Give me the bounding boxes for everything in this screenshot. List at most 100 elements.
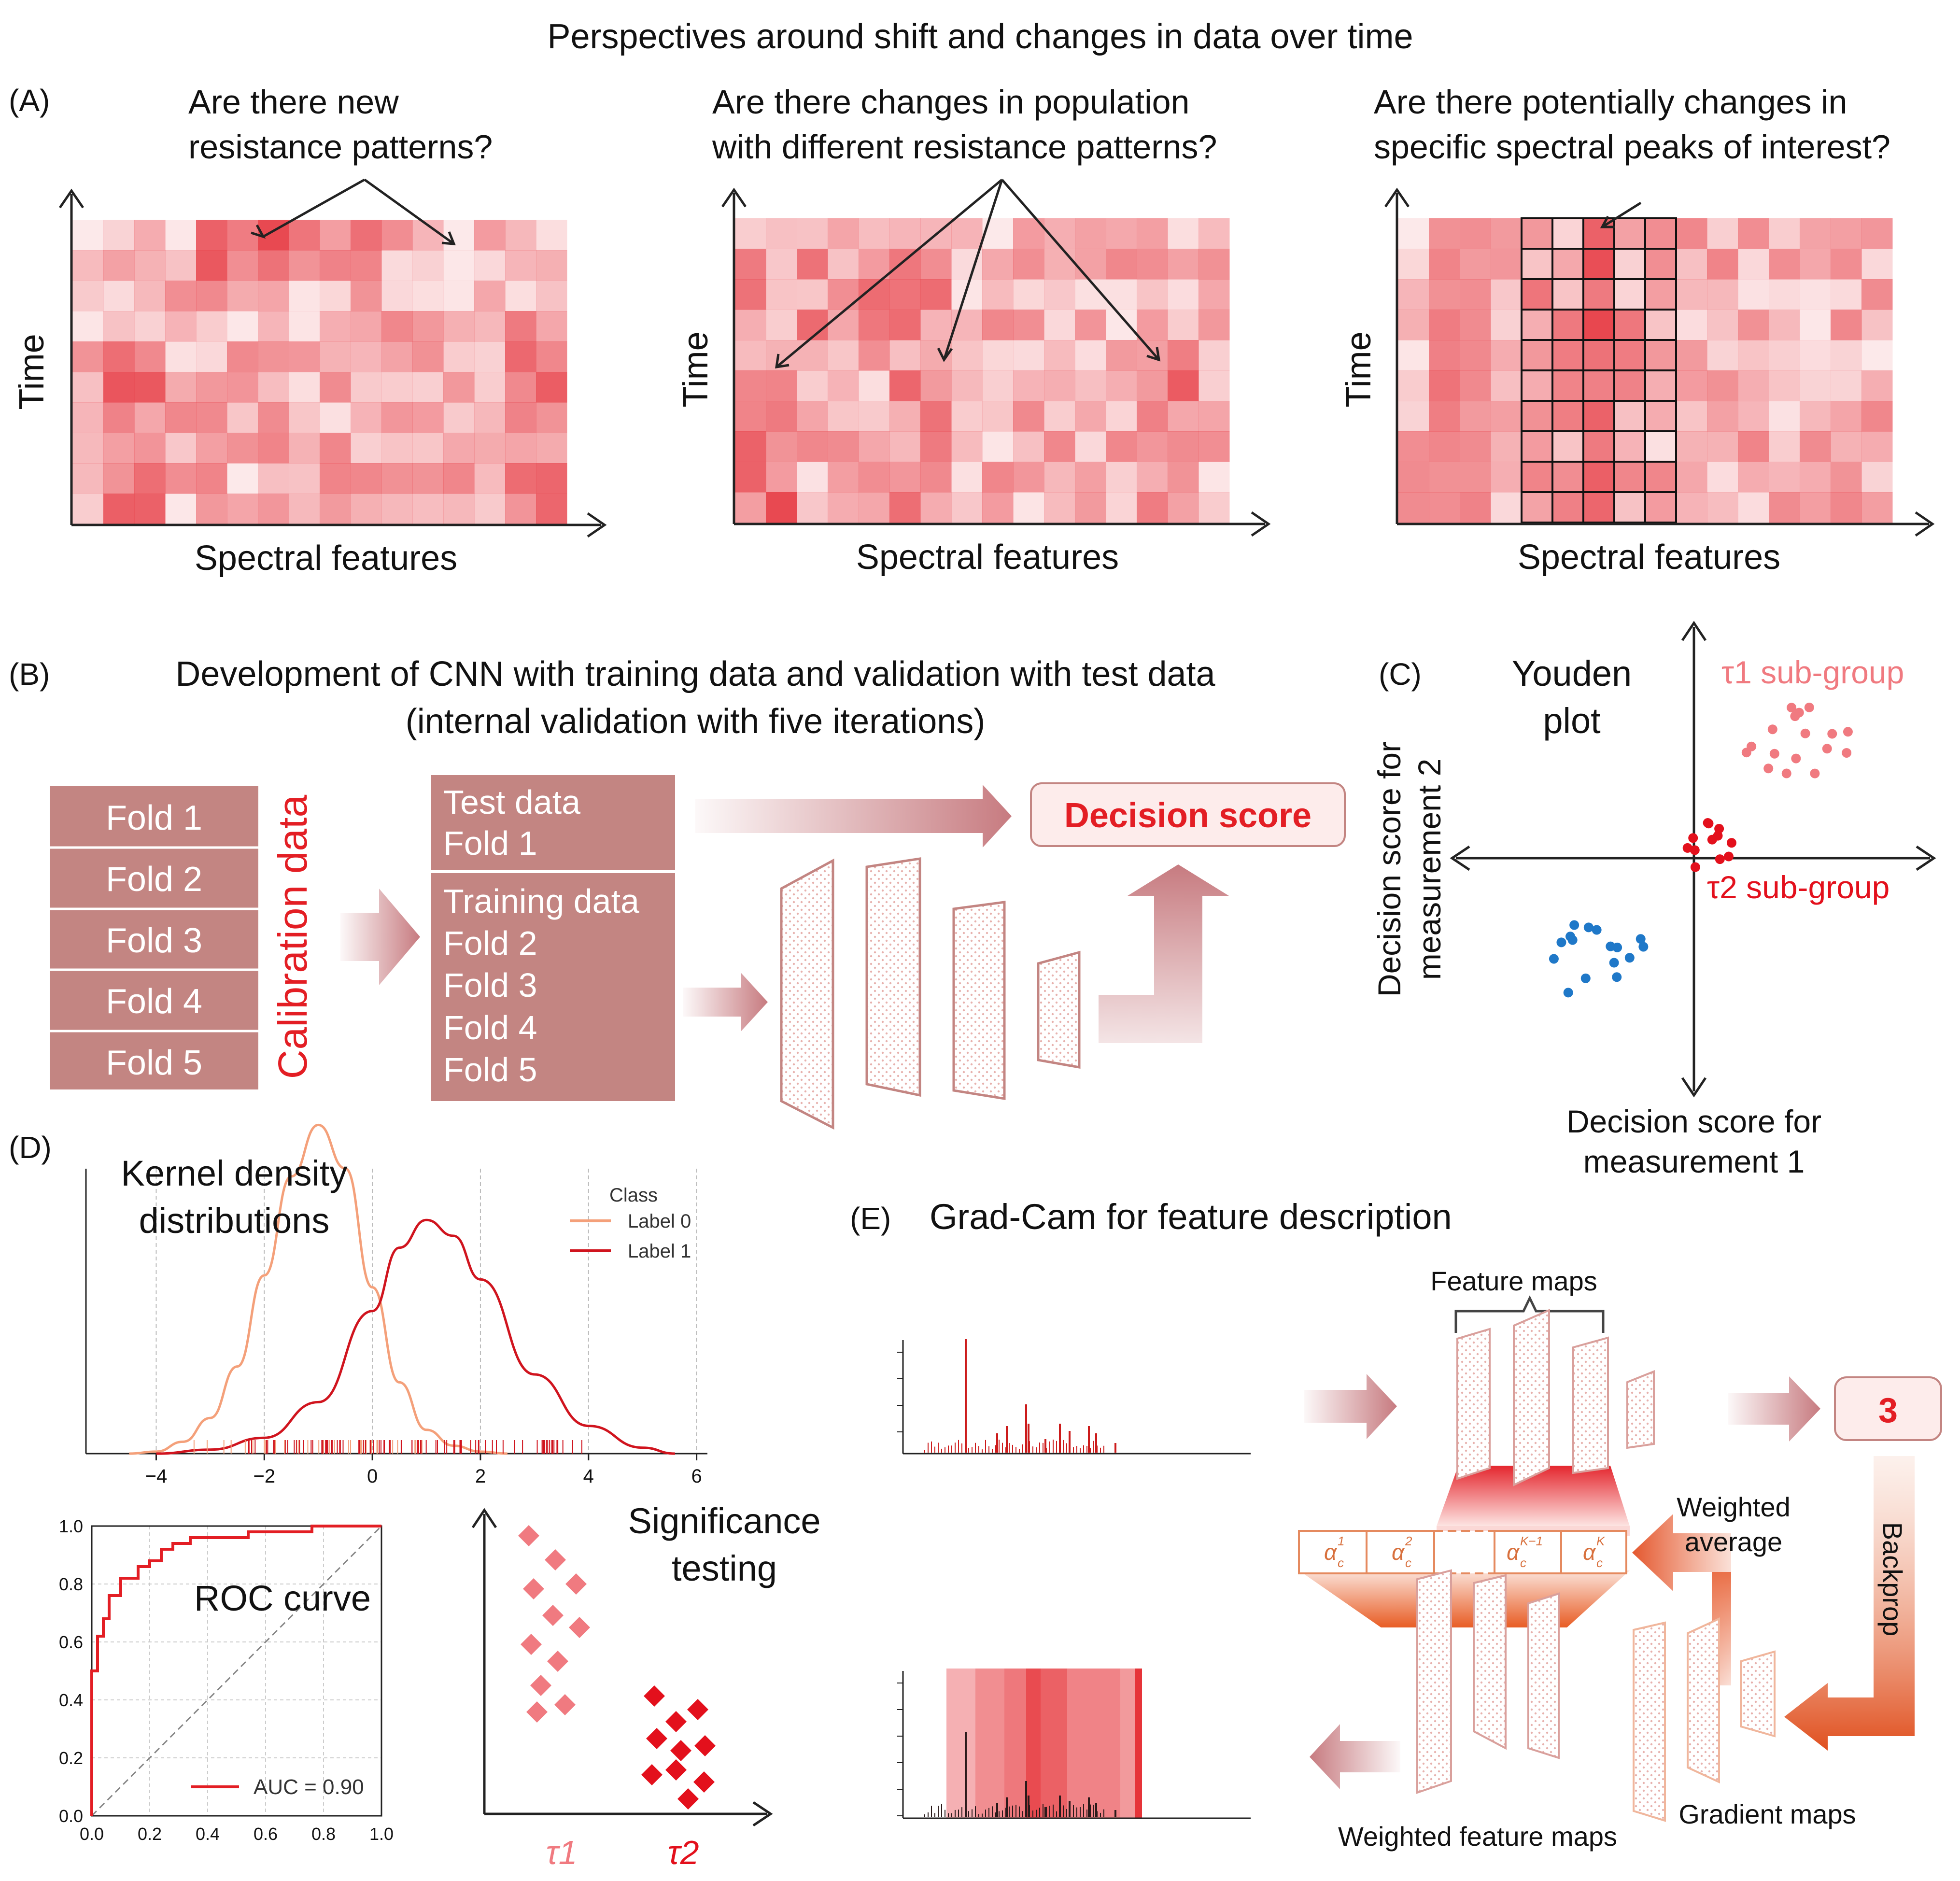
feature-maps-label: Feature maps	[1430, 1266, 1597, 1296]
panel-d-label: (D)	[9, 1130, 52, 1165]
heatmap-cell	[351, 372, 382, 403]
heatmap-cell	[196, 372, 227, 403]
heatmap-cell	[1645, 370, 1677, 401]
roc-curve	[90, 1525, 381, 1816]
sig-x-label-tau1: τ1	[546, 1834, 577, 1871]
heatmap-cell	[859, 401, 890, 432]
heatmap-cell	[735, 340, 766, 371]
heatmap-cell	[381, 433, 413, 464]
tau2-diamond	[665, 1711, 687, 1732]
heatmap-cell	[1137, 340, 1168, 371]
heatmap-2-x-label: Spectral features	[856, 538, 1119, 577]
heatmap-cell	[1552, 401, 1584, 432]
other-point	[1567, 935, 1578, 945]
heatmap-cell	[1645, 401, 1677, 432]
heatmap-1	[72, 220, 567, 524]
heatmap-cell	[103, 463, 135, 494]
heatmap-cell	[1429, 431, 1460, 462]
heatmap-cell	[196, 402, 227, 433]
heatmap-cell	[920, 370, 952, 401]
heatmap-cell	[1738, 249, 1769, 280]
heatmap-cell	[165, 341, 197, 372]
svg-text:α: α	[1507, 1540, 1520, 1565]
other-point	[1569, 920, 1579, 930]
heatmap-cell	[889, 218, 921, 249]
tau2-diamond	[644, 1685, 665, 1707]
heatmap-cell	[258, 250, 289, 281]
heatmap-cell	[1491, 462, 1522, 493]
heatmap-cell	[258, 341, 289, 372]
heatmap-cell	[1676, 401, 1707, 432]
heatmap-cell	[1199, 279, 1230, 310]
heatmap-cell	[1522, 340, 1553, 371]
heatmap-cell	[982, 249, 1014, 280]
heatmap-cell	[165, 250, 197, 281]
youden-axes	[1450, 621, 1936, 1098]
gradcam-highlight-band	[975, 1669, 1004, 1818]
heatmap-cell	[1429, 462, 1460, 493]
heatmap-cell	[735, 462, 766, 493]
heatmap-cell	[1522, 310, 1553, 340]
heatmap-cell	[920, 401, 952, 432]
heatmap-cell	[1460, 401, 1491, 432]
heatmap-cell	[859, 249, 890, 280]
heatmap-cell	[828, 492, 859, 523]
heatmap-cell	[134, 281, 166, 311]
heatmap-cell	[1583, 310, 1615, 340]
heatmap-cell	[381, 494, 413, 524]
heatmap-cell	[1429, 401, 1460, 432]
heatmap-cell	[505, 250, 536, 281]
heatmap-cell	[72, 250, 104, 281]
heatmap-cell	[505, 372, 536, 403]
panel-d: (D) −4 −2 0 2 4 6 Kernel density distribution…	[9, 1123, 821, 1871]
heatmap-cell	[982, 462, 1014, 493]
heatmap-cell	[1398, 462, 1429, 493]
heatmap-cell	[1460, 340, 1491, 371]
kde-legend-label-0: Label 0	[628, 1211, 691, 1232]
heatmap-cell	[1460, 310, 1491, 340]
panel-a-label: (A)	[9, 83, 50, 118]
heatmap-cell	[72, 281, 104, 311]
heatmap-cell	[951, 462, 983, 493]
other-point	[1592, 925, 1602, 935]
heatmap-cell	[1013, 370, 1044, 401]
heatmap-cell	[1861, 310, 1893, 340]
kde-chart: −4 −2 0 2 4 6	[85, 1123, 707, 1487]
youden-y-label-line-1: Decision score for	[1371, 742, 1407, 997]
heatmap-cell	[1583, 370, 1615, 401]
other-point	[1624, 953, 1635, 963]
heatmap-cell	[320, 494, 351, 524]
heatmap-cell	[1800, 401, 1831, 432]
heatmap-cell	[1168, 249, 1199, 280]
heatmap-cell	[165, 220, 197, 251]
tau1-diamond	[518, 1525, 539, 1546]
heatmap-cell	[505, 220, 536, 251]
heatmap-cell	[1614, 492, 1646, 523]
svg-text:α: α	[1324, 1540, 1338, 1565]
tau2-diamond	[693, 1771, 715, 1793]
heatmap-cell	[889, 279, 921, 310]
heatmap-cell	[289, 463, 320, 494]
gradcam-highlight-band	[1026, 1669, 1041, 1818]
heatmap-cell	[505, 402, 536, 433]
heatmap-cell	[1398, 218, 1429, 249]
kde-tick-label: 2	[475, 1466, 486, 1487]
svg-text:c: c	[1405, 1556, 1411, 1570]
heatmap-cell	[134, 372, 166, 403]
heatmap-cell	[1137, 370, 1168, 401]
heatmap-cell	[1168, 340, 1199, 371]
heatmap-cell	[1429, 310, 1460, 340]
output-box	[1834, 1376, 1942, 1441]
tau1-point	[1747, 741, 1757, 751]
heatmap-cell	[258, 402, 289, 433]
feature-maps-brace	[1454, 1295, 1605, 1333]
alpha-weights: α 1 c α 2 c α K−1 c α K c	[1298, 1530, 1627, 1574]
output-value: 3	[1878, 1391, 1898, 1430]
roc-x-tick-label: 0.0	[80, 1824, 104, 1844]
heatmap-cell	[735, 370, 766, 401]
heatmap-cell	[412, 311, 444, 342]
heatmap-cell	[1522, 218, 1553, 249]
heatmap-cell	[1831, 218, 1862, 249]
test-data-label: Test data	[443, 783, 580, 821]
